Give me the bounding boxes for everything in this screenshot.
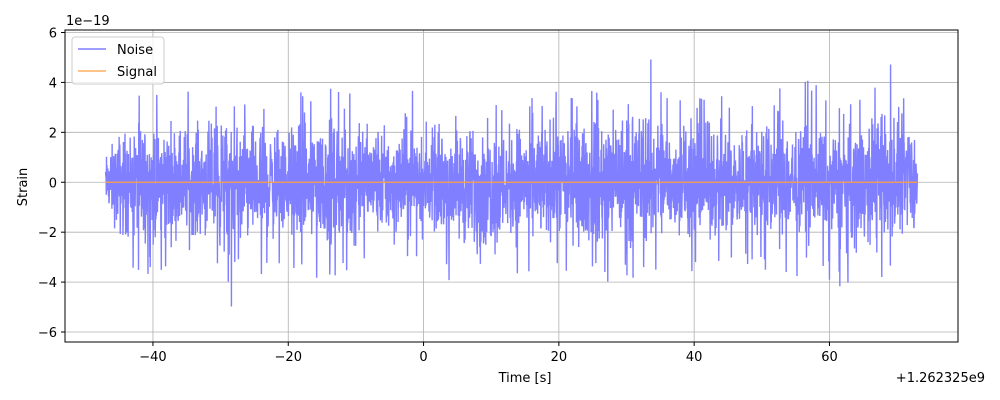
x-offset-label: +1.262325e9	[896, 371, 985, 386]
x-tick-label: −20	[275, 350, 302, 365]
legend: Noise Signal	[71, 36, 165, 85]
y-tick-label: −2	[38, 226, 57, 241]
y-tick-label: 0	[49, 176, 57, 191]
x-tick-label: 60	[821, 350, 838, 365]
y-tick-label: −6	[38, 326, 57, 341]
plot-area	[104, 59, 919, 307]
x-tick-label: −40	[139, 350, 166, 365]
series-noise-line	[104, 59, 919, 307]
legend-signal-label: Signal	[117, 65, 157, 80]
axes-border	[64, 29, 959, 343]
legend-noise-label: Noise	[117, 43, 153, 58]
y-tick-label: 4	[49, 76, 57, 91]
x-tick-label: 40	[686, 350, 703, 365]
y-scale-label: 1e−19	[66, 14, 110, 29]
x-tick-label: 20	[551, 350, 568, 365]
y-tick-label: −4	[38, 276, 57, 291]
axes-frame	[64, 29, 959, 343]
x-tick-label: 0	[419, 350, 427, 365]
y-tick-label: 6	[49, 26, 57, 41]
y-axis-label: Strain	[16, 168, 31, 207]
y-tick-label: 2	[49, 126, 57, 141]
x-axis-label: Time [s]	[498, 371, 552, 386]
